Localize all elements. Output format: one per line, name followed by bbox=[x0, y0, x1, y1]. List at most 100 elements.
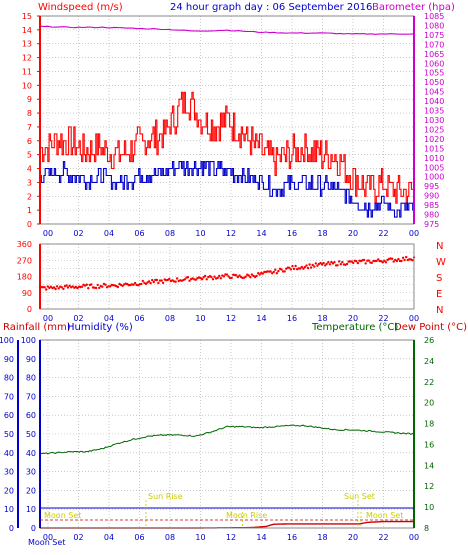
direction-point bbox=[104, 283, 107, 286]
barometer-tick-11: 1030 bbox=[424, 116, 444, 125]
direction-point bbox=[230, 276, 233, 280]
direction-point bbox=[227, 275, 230, 278]
sun-rise-label: Sun Rise bbox=[148, 492, 183, 501]
direction-point bbox=[333, 261, 336, 264]
panel-1-x-tick-8: 16 bbox=[287, 229, 297, 238]
direction-point bbox=[306, 266, 310, 270]
direction-point bbox=[46, 285, 49, 288]
panel-3-x-tick-5: 10 bbox=[195, 533, 205, 542]
direction-point bbox=[328, 263, 332, 266]
direction-point bbox=[188, 279, 191, 282]
direction-point bbox=[341, 260, 344, 264]
barometer-tick-9: 1020 bbox=[424, 135, 444, 144]
moon-set-left-label: Moon Set bbox=[44, 511, 81, 520]
windspeed-tick-0: 0 bbox=[27, 220, 32, 229]
panel-1-x-tick-6: 12 bbox=[226, 229, 236, 238]
direction-point bbox=[289, 268, 293, 271]
windspeed-tick-1: 1 bbox=[27, 206, 32, 215]
panel-1-frame bbox=[39, 15, 415, 225]
panel-3-x-tick-12: 00 bbox=[409, 533, 419, 542]
direction-point bbox=[49, 285, 53, 288]
barometer-tick-10: 1025 bbox=[424, 125, 444, 134]
panel-3-x-tick-3: 06 bbox=[134, 533, 144, 542]
panel-2-x-tick-4: 08 bbox=[165, 314, 175, 323]
windspeed-tick-7: 7 bbox=[27, 123, 32, 132]
direction-point bbox=[238, 274, 241, 277]
direction-point bbox=[352, 261, 355, 265]
rainfall-tick-6: 60 bbox=[4, 411, 14, 420]
direction-point bbox=[325, 262, 328, 266]
direction-tick-90: 90 bbox=[22, 289, 32, 298]
direction-point bbox=[55, 285, 59, 288]
direction-point bbox=[291, 265, 294, 268]
windspeed-tick-5: 5 bbox=[27, 151, 32, 160]
direction-point bbox=[65, 284, 68, 287]
direction-label-e: E bbox=[436, 289, 442, 300]
direction-point bbox=[222, 275, 226, 278]
direction-point bbox=[314, 262, 317, 265]
barometer-tick-19: 1070 bbox=[424, 40, 444, 49]
direction-point bbox=[345, 262, 349, 266]
direction-point bbox=[54, 287, 57, 291]
rainfall-tick-8: 80 bbox=[4, 374, 14, 383]
panel-3-x-tick-10: 20 bbox=[348, 533, 358, 542]
direction-point bbox=[303, 266, 307, 269]
direction-point bbox=[160, 279, 163, 282]
direction-point bbox=[392, 260, 395, 263]
panel-2-x-tick-2: 04 bbox=[104, 314, 114, 323]
direction-point bbox=[356, 261, 360, 265]
panel-1-x-tick-9: 18 bbox=[317, 229, 327, 238]
direction-point bbox=[305, 264, 308, 267]
graph-title: 24 hour graph day : 06 September 2016 bbox=[170, 2, 372, 13]
direction-point bbox=[94, 286, 98, 290]
direction-point bbox=[108, 285, 112, 288]
direction-point bbox=[391, 257, 394, 260]
direction-point bbox=[375, 259, 378, 263]
direction-point bbox=[272, 270, 275, 274]
direction-point bbox=[140, 282, 143, 286]
rainfall-tick-3: 30 bbox=[4, 468, 14, 477]
direction-point bbox=[71, 285, 74, 288]
direction-point bbox=[255, 274, 258, 278]
direction-point bbox=[141, 279, 144, 283]
direction-point bbox=[339, 263, 342, 266]
direction-point bbox=[397, 257, 400, 261]
windspeed-tick-14: 14 bbox=[22, 26, 32, 35]
direction-point bbox=[66, 286, 70, 289]
panel-3-x-tick-2: 04 bbox=[104, 533, 114, 542]
rainfall-tick-9: 90 bbox=[4, 355, 14, 364]
direction-point bbox=[403, 258, 406, 262]
direction-point bbox=[274, 268, 277, 271]
panel-1-x-tick-7: 14 bbox=[256, 229, 266, 238]
direction-point bbox=[200, 278, 204, 281]
direction-point bbox=[250, 273, 254, 276]
windspeed-tick-8: 8 bbox=[27, 109, 32, 118]
direction-point bbox=[236, 275, 240, 279]
panel-1-x-tick-12: 00 bbox=[409, 229, 419, 238]
windspeed-tick-2: 2 bbox=[27, 192, 32, 201]
panel-2-x-tick-0: 00 bbox=[43, 314, 53, 323]
direction-point bbox=[213, 275, 216, 278]
direction-point bbox=[161, 281, 165, 285]
windspeed-tick-6: 6 bbox=[27, 137, 32, 146]
panel-2-x-tick-3: 06 bbox=[134, 314, 144, 323]
direction-point bbox=[364, 262, 367, 265]
direction-point bbox=[57, 287, 60, 290]
panel-2-x-tick-10: 20 bbox=[348, 314, 358, 323]
wind-average-line bbox=[40, 161, 415, 218]
humidity-tick-10: 100 bbox=[21, 336, 36, 345]
rainfall-tick-0: 0 bbox=[9, 524, 14, 533]
direction-point bbox=[247, 274, 250, 277]
direction-point bbox=[219, 277, 222, 280]
direction-point bbox=[308, 263, 311, 266]
temperature-tick-4: 16 bbox=[424, 440, 434, 449]
panel-3-x-tick-1: 02 bbox=[73, 533, 83, 542]
rainfall-tick-10: 100 bbox=[0, 336, 14, 345]
direction-point bbox=[85, 283, 89, 286]
direction-point bbox=[151, 278, 154, 282]
direction-point bbox=[319, 261, 322, 265]
barometer-tick-6: 1005 bbox=[424, 163, 444, 172]
direction-point bbox=[401, 256, 405, 259]
direction-point bbox=[98, 286, 101, 290]
panel-1-x-tick-1: 02 bbox=[73, 229, 83, 238]
